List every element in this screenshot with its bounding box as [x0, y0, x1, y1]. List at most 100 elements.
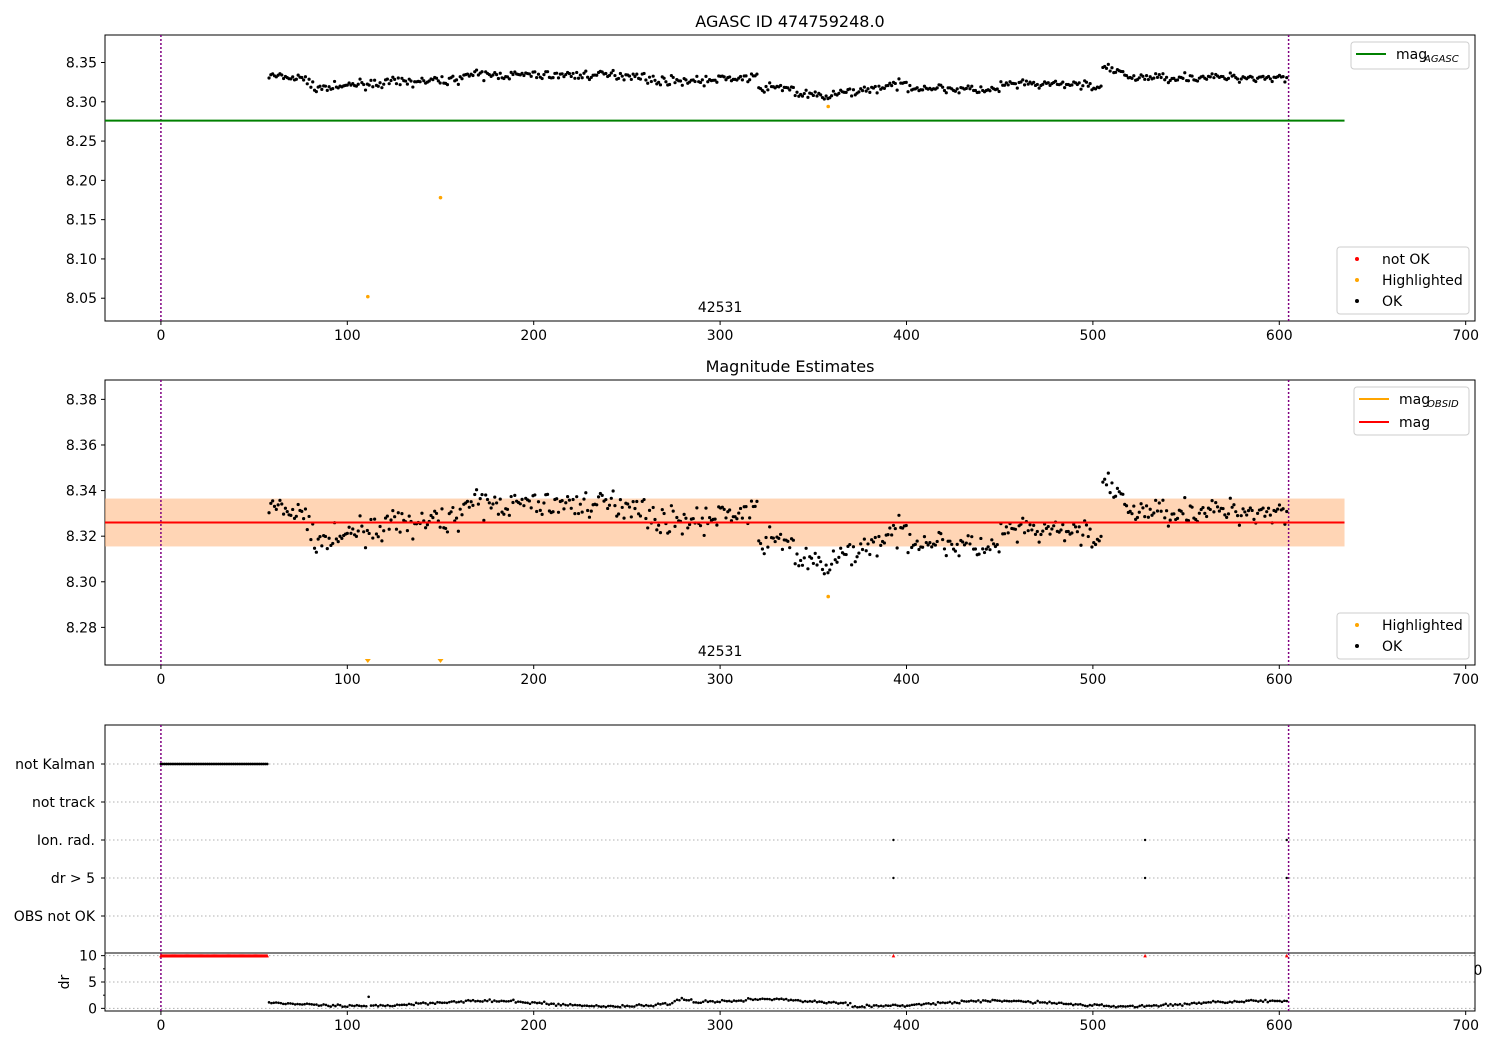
ok-point: [618, 71, 623, 76]
dr-axis-label: dr: [57, 974, 73, 989]
dr-point: [293, 1003, 297, 1006]
ok-point: [325, 88, 329, 92]
dr-point: [341, 1005, 344, 1009]
ok-point: [777, 536, 781, 540]
dr-point: [362, 1004, 366, 1008]
dr-point: [955, 1001, 959, 1005]
dr-point: [1088, 1003, 1092, 1007]
ok-point: [658, 530, 663, 535]
ok-point: [859, 542, 863, 546]
ok-point: [922, 535, 927, 539]
ok-point: [984, 547, 988, 551]
ok-point: [771, 536, 775, 540]
ok-point: [393, 515, 397, 519]
ok-point: [724, 516, 728, 520]
ok-point: [380, 86, 384, 90]
ok-point: [535, 509, 539, 514]
ok-point: [580, 510, 584, 514]
ok-point: [1061, 523, 1065, 527]
flag-row-label: not track: [32, 795, 96, 811]
ok-point: [915, 86, 919, 90]
dr-point: [376, 1005, 380, 1008]
flag-point: [892, 838, 895, 842]
dr-point: [1128, 1004, 1132, 1008]
ok-point: [631, 72, 635, 76]
ok-point: [873, 535, 877, 540]
ok-point: [921, 545, 925, 549]
dr-point: [436, 1000, 439, 1004]
ok-point: [580, 76, 584, 80]
flags-panel: not Kalman not track Ion. rad. dr > 5 OBS no…: [14, 724, 1476, 954]
dr-point: [1050, 1001, 1054, 1005]
ok-point: [569, 74, 573, 79]
ok-point: [786, 539, 790, 543]
dr-point: [1038, 1001, 1042, 1004]
ok-point: [1110, 481, 1114, 485]
ok-point: [1164, 509, 1169, 513]
ok-point: [1208, 507, 1212, 512]
ok-point: [582, 71, 586, 75]
ok-point: [1166, 81, 1171, 85]
dr-point: [742, 1000, 745, 1003]
ok-point: [566, 495, 570, 499]
dr-point: [407, 1002, 411, 1006]
ok-point: [1101, 480, 1105, 484]
dr-point: [402, 1003, 406, 1007]
ok-point: [788, 88, 792, 92]
ok-point: [445, 83, 450, 87]
ok-point: [1266, 506, 1271, 510]
ok-point: [551, 510, 555, 514]
dr-point: [1207, 1000, 1210, 1004]
ok-point: [642, 497, 646, 502]
ok-point: [979, 536, 983, 541]
dr-point: [851, 1005, 854, 1009]
dr-point: [597, 1005, 601, 1008]
ok-point: [795, 90, 799, 94]
ok-point: [651, 505, 655, 510]
ok-point: [638, 77, 643, 81]
dr-point: [569, 1002, 572, 1006]
dr-point: [765, 997, 769, 1001]
dr-point: [312, 1003, 316, 1006]
ok-point: [347, 81, 351, 85]
dr-point: [879, 1004, 883, 1008]
ok-point: [423, 526, 428, 530]
ok-point: [1232, 73, 1236, 77]
ok-point: [793, 562, 797, 566]
dr-point: [440, 1001, 444, 1005]
ok-point: [391, 75, 395, 79]
ok-point: [1161, 498, 1165, 502]
ok-point: [1072, 522, 1076, 526]
ok-point: [844, 552, 848, 557]
dr-point: [689, 998, 693, 1001]
dr-point: [635, 1003, 639, 1007]
dr-point: [1041, 1001, 1044, 1004]
ok-point: [737, 511, 741, 515]
ok-point: [806, 95, 810, 99]
ok-point: [312, 546, 317, 550]
ok-point: [935, 539, 939, 544]
ok-point: [1124, 504, 1129, 508]
ok-point: [828, 568, 832, 572]
ok-point: [1183, 71, 1187, 75]
dr-point: [550, 1002, 553, 1006]
highlighted-point: [826, 104, 831, 109]
ok-point: [560, 498, 564, 503]
dr-point: [1285, 999, 1289, 1003]
ok-point: [369, 517, 373, 522]
ok-point: [999, 80, 1003, 84]
dr-point: [369, 1004, 373, 1007]
ok-point: [356, 82, 360, 86]
ok-point: [1263, 514, 1267, 518]
ok-point: [334, 537, 338, 541]
ok-point: [296, 73, 300, 77]
dr-point: [725, 999, 729, 1003]
ok-point: [627, 505, 632, 509]
ok-point: [520, 497, 524, 501]
dr-point: [540, 1002, 544, 1005]
dr-point: [450, 1000, 453, 1003]
ok-point: [358, 77, 362, 81]
ok-point: [1210, 72, 1214, 76]
highlighted-point: [826, 594, 831, 599]
dr-point: [756, 998, 760, 1002]
